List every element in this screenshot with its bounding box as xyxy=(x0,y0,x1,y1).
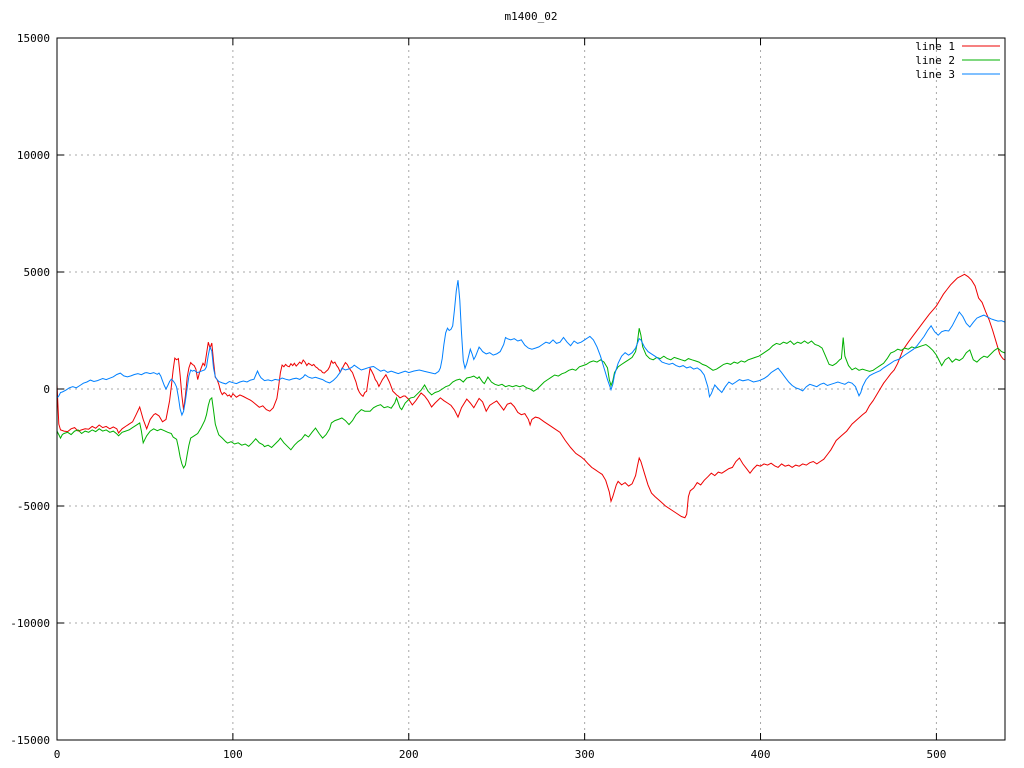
series-line-2 xyxy=(56,328,1006,469)
x-tick-label: 400 xyxy=(751,748,771,761)
x-tick-label: 500 xyxy=(926,748,946,761)
series-line-3 xyxy=(56,280,1006,417)
y-tick-label: -5000 xyxy=(17,500,50,513)
chart-title: m1400_02 xyxy=(504,10,558,23)
legend-label: line 2 xyxy=(915,54,955,67)
x-tick-label: 200 xyxy=(399,748,419,761)
legend-label: line 3 xyxy=(915,68,955,81)
y-tick-label: 5000 xyxy=(24,266,51,279)
x-tick-label: 300 xyxy=(575,748,595,761)
legend-label: line 1 xyxy=(915,40,955,53)
y-tick-label: 10000 xyxy=(17,149,50,162)
y-tick-label: -10000 xyxy=(10,617,50,630)
series-line-1 xyxy=(56,273,1006,519)
x-tick-label: 100 xyxy=(223,748,243,761)
y-tick-label: -15000 xyxy=(10,734,50,747)
y-tick-label: 15000 xyxy=(17,32,50,45)
x-tick-label: 0 xyxy=(54,748,61,761)
y-tick-label: 0 xyxy=(43,383,50,396)
